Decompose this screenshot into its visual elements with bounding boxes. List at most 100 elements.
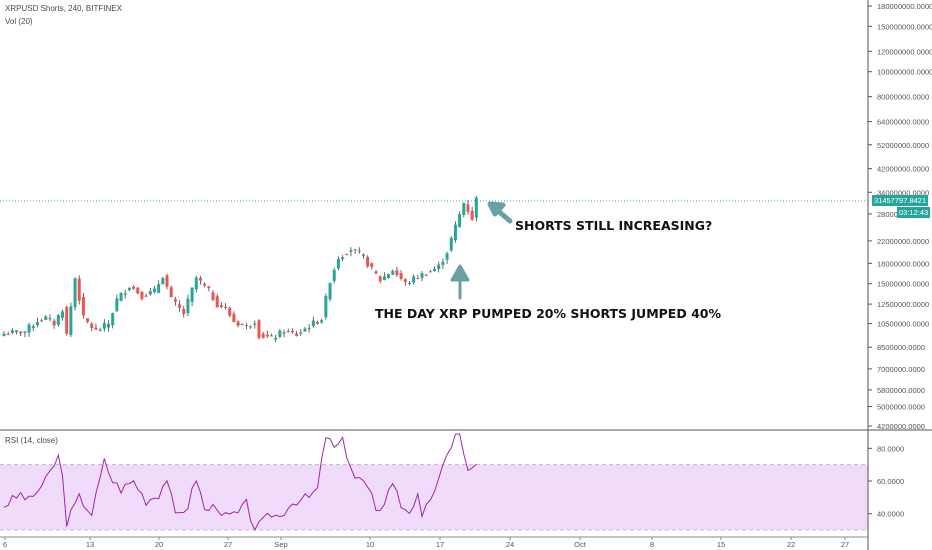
candle <box>307 324 311 333</box>
candle <box>224 303 228 310</box>
candle <box>412 274 416 285</box>
volume-label: Vol (20) <box>5 17 33 26</box>
candle <box>316 320 319 325</box>
candle <box>81 292 85 319</box>
candle <box>466 199 470 215</box>
candle <box>303 326 307 332</box>
candle <box>437 261 441 273</box>
x-tick-label: 17 <box>436 540 444 549</box>
candle <box>403 278 407 286</box>
price-tick-label: 150000000.0000 <box>877 22 932 31</box>
candle <box>370 262 374 270</box>
candle <box>244 322 248 330</box>
x-tick-label: 24 <box>506 540 514 549</box>
candle <box>240 323 244 326</box>
rsi-tick-label: 60.0000 <box>877 477 904 486</box>
price-tick-label: 52000000.0000 <box>877 141 929 150</box>
candle <box>186 294 190 317</box>
candle <box>433 266 437 272</box>
candle <box>441 258 445 270</box>
candle <box>324 293 328 320</box>
candle <box>19 330 23 337</box>
price-tick-label: 4200000.0000 <box>877 422 925 431</box>
candle <box>357 247 361 254</box>
candle <box>299 329 303 337</box>
candle <box>119 292 123 302</box>
candle <box>265 330 269 339</box>
candle <box>15 330 19 335</box>
candle <box>211 290 215 302</box>
price-tick-label: 100000000.0000 <box>877 68 932 77</box>
candle <box>31 323 35 331</box>
candle <box>98 327 102 332</box>
candle <box>190 287 194 307</box>
x-tick-label: 27 <box>224 540 232 549</box>
candle <box>428 269 432 273</box>
candle <box>77 275 81 305</box>
x-tick-label: 22 <box>787 540 795 549</box>
candle <box>345 253 349 256</box>
candle <box>102 319 106 332</box>
candle <box>132 285 136 290</box>
chart-title: XRPUSD Shorts, 240, BITFINEX <box>5 4 122 13</box>
candle <box>232 311 236 323</box>
candle <box>361 253 365 259</box>
x-tick-label: 10 <box>366 540 374 549</box>
candle <box>290 328 294 334</box>
candle <box>140 291 144 301</box>
candles <box>2 195 478 343</box>
candle <box>416 274 420 280</box>
candle <box>458 211 462 228</box>
candle <box>178 300 182 312</box>
price-tick-label: 5000000.0000 <box>877 403 925 412</box>
x-tick-label: Sep <box>274 540 287 549</box>
price-tick-label: 64000000.0000 <box>877 118 929 127</box>
price-tick-label: 10500000.0000 <box>877 320 929 329</box>
candle <box>144 293 148 297</box>
candle <box>136 287 140 295</box>
candle <box>228 306 232 318</box>
x-tick-label: 27 <box>841 540 849 549</box>
countdown-tag: 03:12:43 <box>897 207 931 218</box>
arrow-diagonal-icon <box>487 201 513 224</box>
x-tick-label: 15 <box>717 540 725 549</box>
candle <box>253 320 257 329</box>
price-tick-label: 80000000.0000 <box>877 93 929 102</box>
candle <box>407 281 411 286</box>
candle <box>274 334 278 343</box>
candle <box>10 328 14 335</box>
candle <box>278 329 282 339</box>
candle <box>349 247 353 257</box>
candle <box>165 273 169 290</box>
candle <box>127 287 131 292</box>
annotation-arrows <box>450 201 513 300</box>
candle <box>420 271 424 282</box>
price-tick-label: 8500000.0000 <box>877 343 925 352</box>
rsi-band <box>0 464 868 531</box>
price-tick-label: 15000000.0000 <box>877 280 929 289</box>
candle <box>48 314 52 322</box>
candle <box>341 255 345 262</box>
candle <box>399 270 403 281</box>
candle <box>27 322 31 337</box>
candle <box>23 331 27 338</box>
rsi-line <box>3 433 477 532</box>
candle <box>424 273 428 277</box>
candle <box>35 317 39 328</box>
candle <box>161 276 165 285</box>
candle <box>115 294 119 313</box>
candle <box>453 221 457 243</box>
price-tick-label: 5800000.0000 <box>877 386 925 395</box>
candle <box>395 266 399 278</box>
candle <box>73 277 77 311</box>
candle <box>86 318 90 324</box>
price-tick-label: 120000000.0000 <box>877 47 932 56</box>
price-tick-label: 7000000.0000 <box>877 365 925 374</box>
last-price-tag: 31457797.8421 <box>872 195 929 206</box>
candle <box>194 275 198 293</box>
price-tick-label: 18000000.0000 <box>877 259 929 268</box>
candle <box>198 275 202 285</box>
price-tick-label: 12500000.0000 <box>877 300 929 309</box>
candle <box>261 331 265 339</box>
